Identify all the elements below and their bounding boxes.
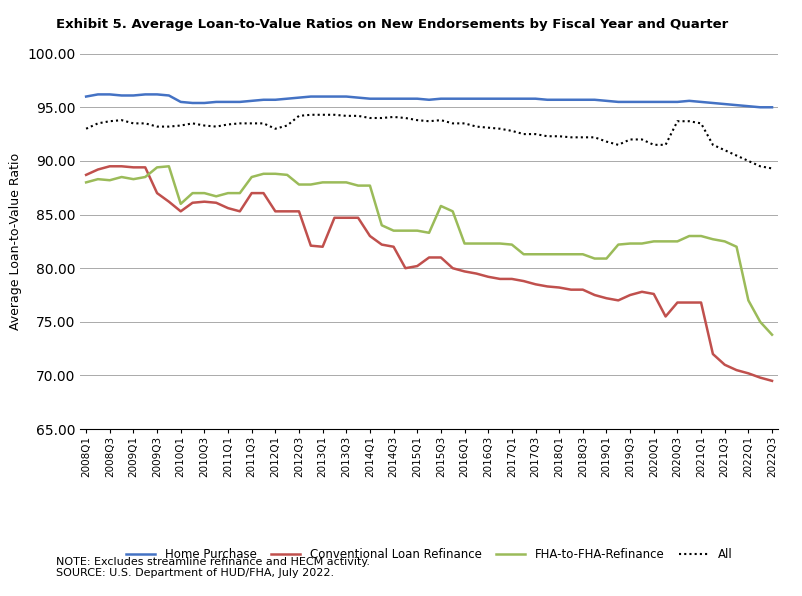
Home Purchase — [589, 96, 599, 103]
Conventional Loan Refinance — [117, 163, 127, 170]
FHA-to-FHA-Refinance — [448, 208, 457, 215]
All — [589, 134, 599, 141]
All — [306, 111, 316, 119]
All — [768, 165, 777, 172]
All — [259, 120, 269, 127]
Home Purchase — [81, 93, 91, 100]
Home Purchase — [755, 104, 765, 111]
Home Purchase — [117, 92, 127, 99]
FHA-to-FHA-Refinance — [270, 170, 280, 178]
Legend: Home Purchase, Conventional Loan Refinance, FHA-to-FHA-Refinance, All: Home Purchase, Conventional Loan Refinan… — [121, 544, 737, 566]
Home Purchase — [93, 91, 103, 98]
All — [81, 125, 91, 132]
Home Purchase — [200, 100, 209, 107]
FHA-to-FHA-Refinance — [105, 176, 115, 184]
Y-axis label: Average Loan-to-Value Ratio: Average Loan-to-Value Ratio — [9, 153, 22, 330]
Line: All: All — [86, 115, 772, 169]
Conventional Loan Refinance — [589, 291, 599, 299]
Conventional Loan Refinance — [164, 198, 174, 205]
All — [188, 120, 197, 127]
All — [448, 120, 457, 127]
All — [105, 117, 115, 125]
Home Purchase — [164, 92, 174, 99]
FHA-to-FHA-Refinance — [589, 255, 599, 262]
Line: FHA-to-FHA-Refinance: FHA-to-FHA-Refinance — [86, 166, 772, 335]
Conventional Loan Refinance — [270, 208, 280, 215]
All — [152, 123, 162, 130]
Conventional Loan Refinance — [105, 163, 115, 170]
FHA-to-FHA-Refinance — [81, 179, 91, 186]
FHA-to-FHA-Refinance — [768, 331, 777, 339]
Conventional Loan Refinance — [81, 171, 91, 178]
Line: Home Purchase: Home Purchase — [86, 94, 772, 107]
Conventional Loan Refinance — [768, 377, 777, 384]
Conventional Loan Refinance — [448, 265, 457, 272]
Home Purchase — [768, 104, 777, 111]
Home Purchase — [448, 95, 457, 103]
Home Purchase — [270, 96, 280, 103]
FHA-to-FHA-Refinance — [164, 163, 174, 170]
Text: Exhibit 5. Average Loan-to-Value Ratios on New Endorsements by Fiscal Year and Q: Exhibit 5. Average Loan-to-Value Ratios … — [56, 18, 728, 31]
FHA-to-FHA-Refinance — [152, 164, 162, 171]
Text: NOTE: Excludes streamline refinance and HECM activity.
SOURCE: U.S. Department o: NOTE: Excludes streamline refinance and … — [56, 557, 371, 578]
Line: Conventional Loan Refinance: Conventional Loan Refinance — [86, 166, 772, 381]
FHA-to-FHA-Refinance — [200, 190, 209, 197]
Conventional Loan Refinance — [200, 198, 209, 205]
